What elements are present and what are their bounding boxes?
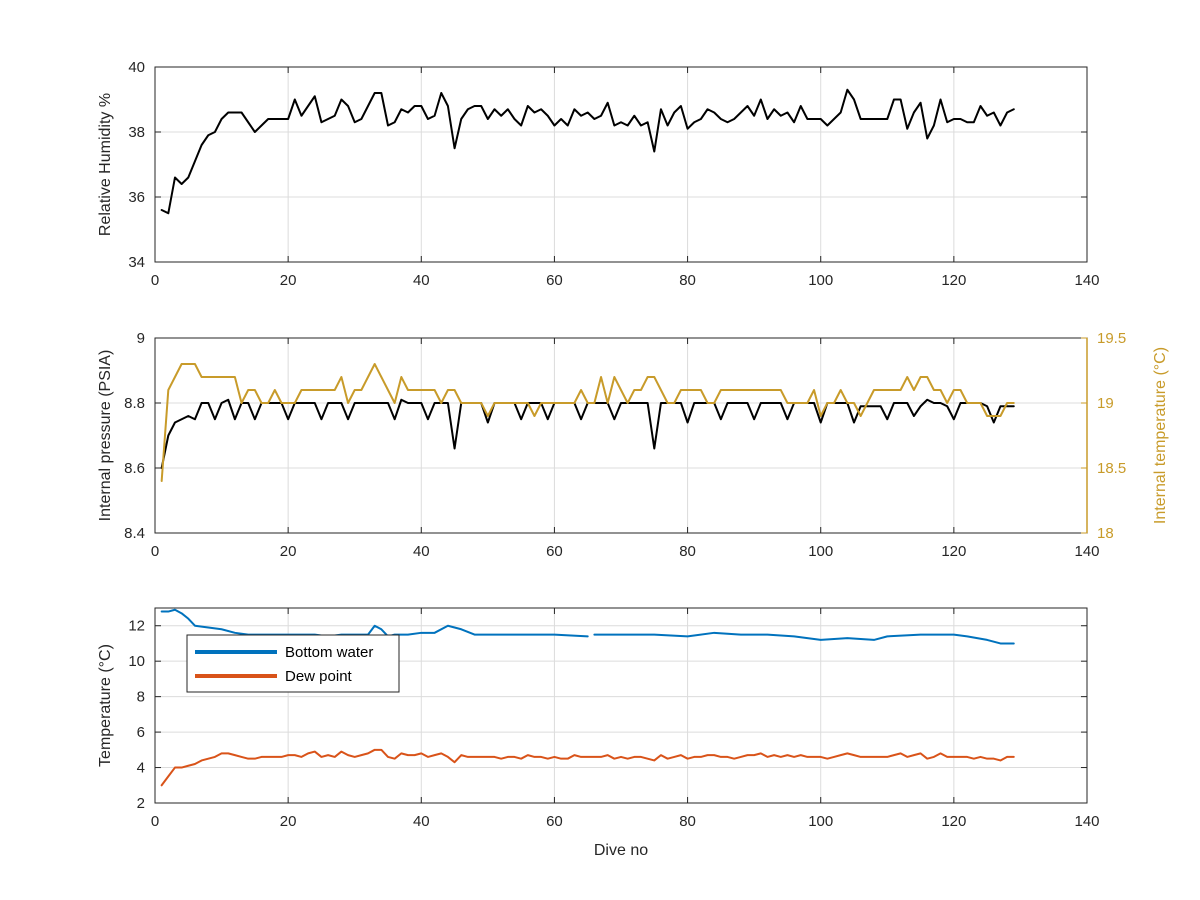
y-axis-label: Internal pressure (PSIA) (97, 350, 114, 522)
series-line-2 (160, 363, 1015, 482)
legend-label-1: Bottom water (285, 644, 373, 661)
x-tick-label: 40 (413, 543, 430, 560)
plot-frame (154, 607, 1088, 804)
legend-box (186, 634, 400, 693)
x-tick-label: 0 (151, 272, 159, 289)
x-tick-label: 60 (546, 272, 563, 289)
x-tick-label: 140 (1074, 813, 1099, 830)
x-tick-label: 20 (280, 543, 297, 560)
x-tick-label: 0 (151, 543, 159, 560)
x-tick-label: 60 (546, 813, 563, 830)
x-tick-label: 0 (151, 813, 159, 830)
y-tick-label: 8.8 (124, 395, 145, 412)
y-tick-label: 8.4 (124, 525, 145, 542)
legend-label-2: Dew point (285, 668, 353, 685)
subplot-1: 0 20 40 60 80 100 120 140 34 36 38 40 Relative Humid… (97, 59, 1100, 289)
x-axis-label: Dive no (594, 842, 648, 859)
y-right-tick-label: 19 (1097, 395, 1114, 412)
legend: Bottom water Dew point (186, 634, 400, 693)
x-tick-label: 140 (1074, 272, 1099, 289)
y-tick-label: 2 (137, 795, 145, 812)
y-tick-label: 12 (128, 618, 145, 635)
y-tick-label: 36 (128, 189, 145, 206)
x-tick-label: 100 (808, 272, 833, 289)
y-right-tick-label: 18 (1097, 525, 1114, 542)
x-tick-label: 140 (1074, 543, 1099, 560)
x-tick-label: 100 (808, 543, 833, 560)
plot-frame (154, 66, 1088, 263)
series-line-1 (160, 88, 1015, 215)
plot-area (154, 66, 1088, 263)
y-right-tick-label: 18.5 (1097, 460, 1126, 477)
y-tick-label: 10 (128, 653, 145, 670)
x-tick-label: 120 (941, 813, 966, 830)
y-axis-label: Relative Humidity % (97, 93, 114, 236)
y-tick-label: 8.6 (124, 460, 145, 477)
x-tick-label: 40 (413, 813, 430, 830)
y-tick-label: 38 (128, 124, 145, 141)
y-axis-label-right: Internal temperature (°C) (1152, 347, 1169, 524)
y-right-tick-label: 19.5 (1097, 330, 1126, 347)
y-tick-label: 34 (128, 254, 145, 271)
x-tick-label: 80 (679, 813, 696, 830)
y-axis-label: Temperature (°C) (97, 644, 114, 767)
y-tick-label: 4 (137, 760, 145, 777)
x-tick-label: 120 (941, 272, 966, 289)
y-tick-label: 40 (128, 59, 145, 76)
x-tick-label: 20 (280, 813, 297, 830)
y-tick-label: 9 (137, 330, 145, 347)
y-tick-label: 8 (137, 689, 145, 706)
subplot-2: 0 20 40 60 80 100 120 140 8.4 8.6 8.8 9 18 18.5 19 19.5… (97, 330, 1169, 560)
x-tick-label: 40 (413, 272, 430, 289)
x-tick-label: 60 (546, 543, 563, 560)
y-tick-label: 6 (137, 724, 145, 741)
plot-area (154, 337, 1088, 534)
series-line-2 (160, 748, 1015, 787)
x-tick-label: 120 (941, 543, 966, 560)
x-tick-label: 80 (679, 272, 696, 289)
subplot-3: 0 20 40 60 80 100 120 140 2 4 6 8 10 12 Temperature (°… (97, 607, 1100, 859)
x-tick-label: 20 (280, 272, 297, 289)
x-tick-label: 100 (808, 813, 833, 830)
x-tick-label: 80 (679, 543, 696, 560)
